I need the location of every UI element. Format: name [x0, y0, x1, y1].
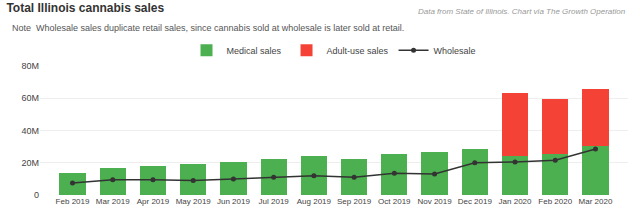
svg-text:Sep 2019: Sep 2019	[337, 197, 372, 206]
svg-text:Aug 2019: Aug 2019	[297, 197, 332, 206]
svg-text:May 2019: May 2019	[176, 197, 212, 206]
svg-text:Wholesale: Wholesale	[434, 46, 476, 56]
svg-text:20M: 20M	[21, 158, 39, 168]
svg-text:Jan 2020: Jan 2020	[499, 197, 532, 206]
svg-text:Jul 2019: Jul 2019	[259, 197, 290, 206]
svg-text:0: 0	[34, 190, 39, 200]
svg-text:Feb 2019: Feb 2019	[56, 197, 90, 206]
svg-text:Adult-use sales: Adult-use sales	[327, 46, 389, 56]
svg-text:Oct 2019: Oct 2019	[378, 197, 411, 206]
svg-text:Medical sales: Medical sales	[227, 46, 282, 56]
svg-text:Total Illinois cannabis sales: Total Illinois cannabis sales	[6, 1, 164, 15]
svg-text:Data from State of Illinois. C: Data from State of Illinois. Chart via T…	[418, 7, 626, 16]
svg-text:60M: 60M	[21, 93, 39, 103]
svg-text:80M: 80M	[21, 61, 39, 71]
svg-text:Mar 2019: Mar 2019	[96, 197, 130, 206]
svg-text:40M: 40M	[21, 126, 39, 136]
svg-text:Dec 2019: Dec 2019	[458, 197, 493, 206]
svg-text:Feb 2020: Feb 2020	[538, 197, 572, 206]
svg-text:Nov 2019: Nov 2019	[417, 197, 452, 206]
svg-text:Jun 2019: Jun 2019	[217, 197, 250, 206]
svg-text:Note Wholesale sales duplicat: Note Wholesale sales duplicate retail sa…	[12, 23, 404, 33]
svg-text:Mar 2020: Mar 2020	[579, 197, 613, 206]
svg-text:Apr 2019: Apr 2019	[137, 197, 170, 206]
